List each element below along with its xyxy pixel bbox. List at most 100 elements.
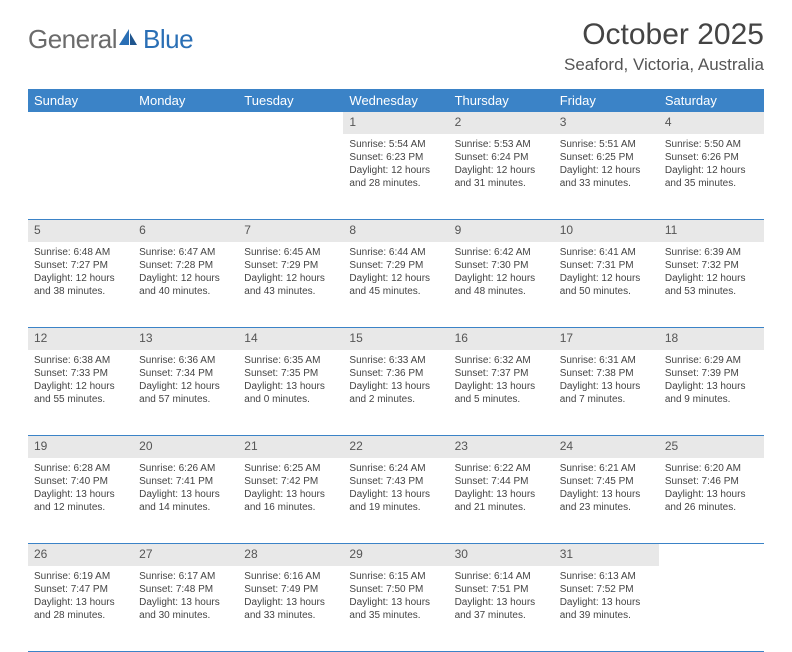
day-number-cell: 30 (449, 544, 554, 566)
sunrise-text: Sunrise: 6:44 AM (349, 246, 442, 259)
day-content-cell (659, 566, 764, 652)
day-number-cell: 18 (659, 328, 764, 350)
sunset-text: Sunset: 7:49 PM (244, 583, 337, 596)
day-content-cell: Sunrise: 6:32 AMSunset: 7:37 PMDaylight:… (449, 350, 554, 436)
daylight-text: Daylight: 12 hours and 43 minutes. (244, 272, 337, 298)
daylight-text: Daylight: 13 hours and 7 minutes. (560, 380, 653, 406)
daylight-text: Daylight: 12 hours and 38 minutes. (34, 272, 127, 298)
daylight-text: Daylight: 12 hours and 35 minutes. (665, 164, 758, 190)
daylight-text: Daylight: 13 hours and 37 minutes. (455, 596, 548, 622)
daylight-text: Daylight: 13 hours and 2 minutes. (349, 380, 442, 406)
day-number-cell (28, 112, 133, 134)
weekday-header: Thursday (449, 89, 554, 112)
sunrise-text: Sunrise: 6:19 AM (34, 570, 127, 583)
calendar-table: SundayMondayTuesdayWednesdayThursdayFrid… (28, 89, 764, 652)
sunset-text: Sunset: 7:48 PM (139, 583, 232, 596)
sunset-text: Sunset: 7:41 PM (139, 475, 232, 488)
sunrise-text: Sunrise: 6:22 AM (455, 462, 548, 475)
day-content-cell: Sunrise: 6:45 AMSunset: 7:29 PMDaylight:… (238, 242, 343, 328)
daynum-row: 262728293031 (28, 544, 764, 566)
daylight-text: Daylight: 12 hours and 45 minutes. (349, 272, 442, 298)
weekday-header: Friday (554, 89, 659, 112)
day-content-cell (133, 134, 238, 220)
day-number-cell: 16 (449, 328, 554, 350)
day-number-cell: 24 (554, 436, 659, 458)
day-content-row: Sunrise: 5:54 AMSunset: 6:23 PMDaylight:… (28, 134, 764, 220)
day-content-row: Sunrise: 6:28 AMSunset: 7:40 PMDaylight:… (28, 458, 764, 544)
day-content-cell: Sunrise: 6:33 AMSunset: 7:36 PMDaylight:… (343, 350, 448, 436)
sunrise-text: Sunrise: 6:14 AM (455, 570, 548, 583)
day-number-cell: 4 (659, 112, 764, 134)
day-number-cell: 25 (659, 436, 764, 458)
day-number-cell: 28 (238, 544, 343, 566)
daylight-text: Daylight: 12 hours and 50 minutes. (560, 272, 653, 298)
daylight-text: Daylight: 12 hours and 31 minutes. (455, 164, 548, 190)
daylight-text: Daylight: 13 hours and 33 minutes. (244, 596, 337, 622)
daylight-text: Daylight: 13 hours and 9 minutes. (665, 380, 758, 406)
day-number-cell: 1 (343, 112, 448, 134)
calendar-body: 1234Sunrise: 5:54 AMSunset: 6:23 PMDayli… (28, 112, 764, 652)
sunrise-text: Sunrise: 6:15 AM (349, 570, 442, 583)
day-number-cell: 29 (343, 544, 448, 566)
sail-icon (117, 27, 139, 52)
sunset-text: Sunset: 7:31 PM (560, 259, 653, 272)
daylight-text: Daylight: 13 hours and 19 minutes. (349, 488, 442, 514)
sunrise-text: Sunrise: 6:32 AM (455, 354, 548, 367)
sunrise-text: Sunrise: 6:41 AM (560, 246, 653, 259)
daylight-text: Daylight: 13 hours and 16 minutes. (244, 488, 337, 514)
day-content-cell: Sunrise: 5:53 AMSunset: 6:24 PMDaylight:… (449, 134, 554, 220)
day-number-cell: 31 (554, 544, 659, 566)
sunset-text: Sunset: 7:32 PM (665, 259, 758, 272)
daynum-row: 1234 (28, 112, 764, 134)
sunset-text: Sunset: 7:45 PM (560, 475, 653, 488)
day-number-cell: 21 (238, 436, 343, 458)
sunset-text: Sunset: 7:36 PM (349, 367, 442, 380)
day-number-cell: 13 (133, 328, 238, 350)
weekday-header: Sunday (28, 89, 133, 112)
daylight-text: Daylight: 13 hours and 21 minutes. (455, 488, 548, 514)
sunrise-text: Sunrise: 6:39 AM (665, 246, 758, 259)
sunset-text: Sunset: 7:47 PM (34, 583, 127, 596)
weekday-header-row: SundayMondayTuesdayWednesdayThursdayFrid… (28, 89, 764, 112)
sunrise-text: Sunrise: 6:36 AM (139, 354, 232, 367)
sunset-text: Sunset: 6:23 PM (349, 151, 442, 164)
daynum-row: 19202122232425 (28, 436, 764, 458)
day-content-cell: Sunrise: 6:35 AMSunset: 7:35 PMDaylight:… (238, 350, 343, 436)
sunset-text: Sunset: 6:24 PM (455, 151, 548, 164)
day-content-cell: Sunrise: 6:26 AMSunset: 7:41 PMDaylight:… (133, 458, 238, 544)
sunset-text: Sunset: 7:29 PM (349, 259, 442, 272)
day-number-cell: 17 (554, 328, 659, 350)
daynum-row: 567891011 (28, 220, 764, 242)
sunrise-text: Sunrise: 5:51 AM (560, 138, 653, 151)
day-number-cell: 27 (133, 544, 238, 566)
daylight-text: Daylight: 13 hours and 39 minutes. (560, 596, 653, 622)
sunset-text: Sunset: 7:29 PM (244, 259, 337, 272)
sunrise-text: Sunrise: 6:42 AM (455, 246, 548, 259)
daylight-text: Daylight: 12 hours and 53 minutes. (665, 272, 758, 298)
sunset-text: Sunset: 7:51 PM (455, 583, 548, 596)
day-content-cell: Sunrise: 6:42 AMSunset: 7:30 PMDaylight:… (449, 242, 554, 328)
sunrise-text: Sunrise: 6:13 AM (560, 570, 653, 583)
day-number-cell: 3 (554, 112, 659, 134)
sunrise-text: Sunrise: 6:21 AM (560, 462, 653, 475)
day-number-cell (133, 112, 238, 134)
day-content-cell: Sunrise: 6:29 AMSunset: 7:39 PMDaylight:… (659, 350, 764, 436)
weekday-header: Monday (133, 89, 238, 112)
day-number-cell: 23 (449, 436, 554, 458)
logo-text-blue: Blue (143, 24, 193, 55)
day-number-cell: 12 (28, 328, 133, 350)
day-number-cell: 6 (133, 220, 238, 242)
day-content-cell: Sunrise: 6:16 AMSunset: 7:49 PMDaylight:… (238, 566, 343, 652)
day-content-cell: Sunrise: 6:36 AMSunset: 7:34 PMDaylight:… (133, 350, 238, 436)
day-content-cell: Sunrise: 6:28 AMSunset: 7:40 PMDaylight:… (28, 458, 133, 544)
sunset-text: Sunset: 6:26 PM (665, 151, 758, 164)
sunrise-text: Sunrise: 5:50 AM (665, 138, 758, 151)
sunrise-text: Sunrise: 6:17 AM (139, 570, 232, 583)
daylight-text: Daylight: 13 hours and 0 minutes. (244, 380, 337, 406)
sunrise-text: Sunrise: 6:24 AM (349, 462, 442, 475)
logo: General Blue (28, 24, 193, 55)
daynum-row: 12131415161718 (28, 328, 764, 350)
sunset-text: Sunset: 7:50 PM (349, 583, 442, 596)
title-block: October 2025 Seaford, Victoria, Australi… (564, 18, 764, 75)
daylight-text: Daylight: 12 hours and 40 minutes. (139, 272, 232, 298)
